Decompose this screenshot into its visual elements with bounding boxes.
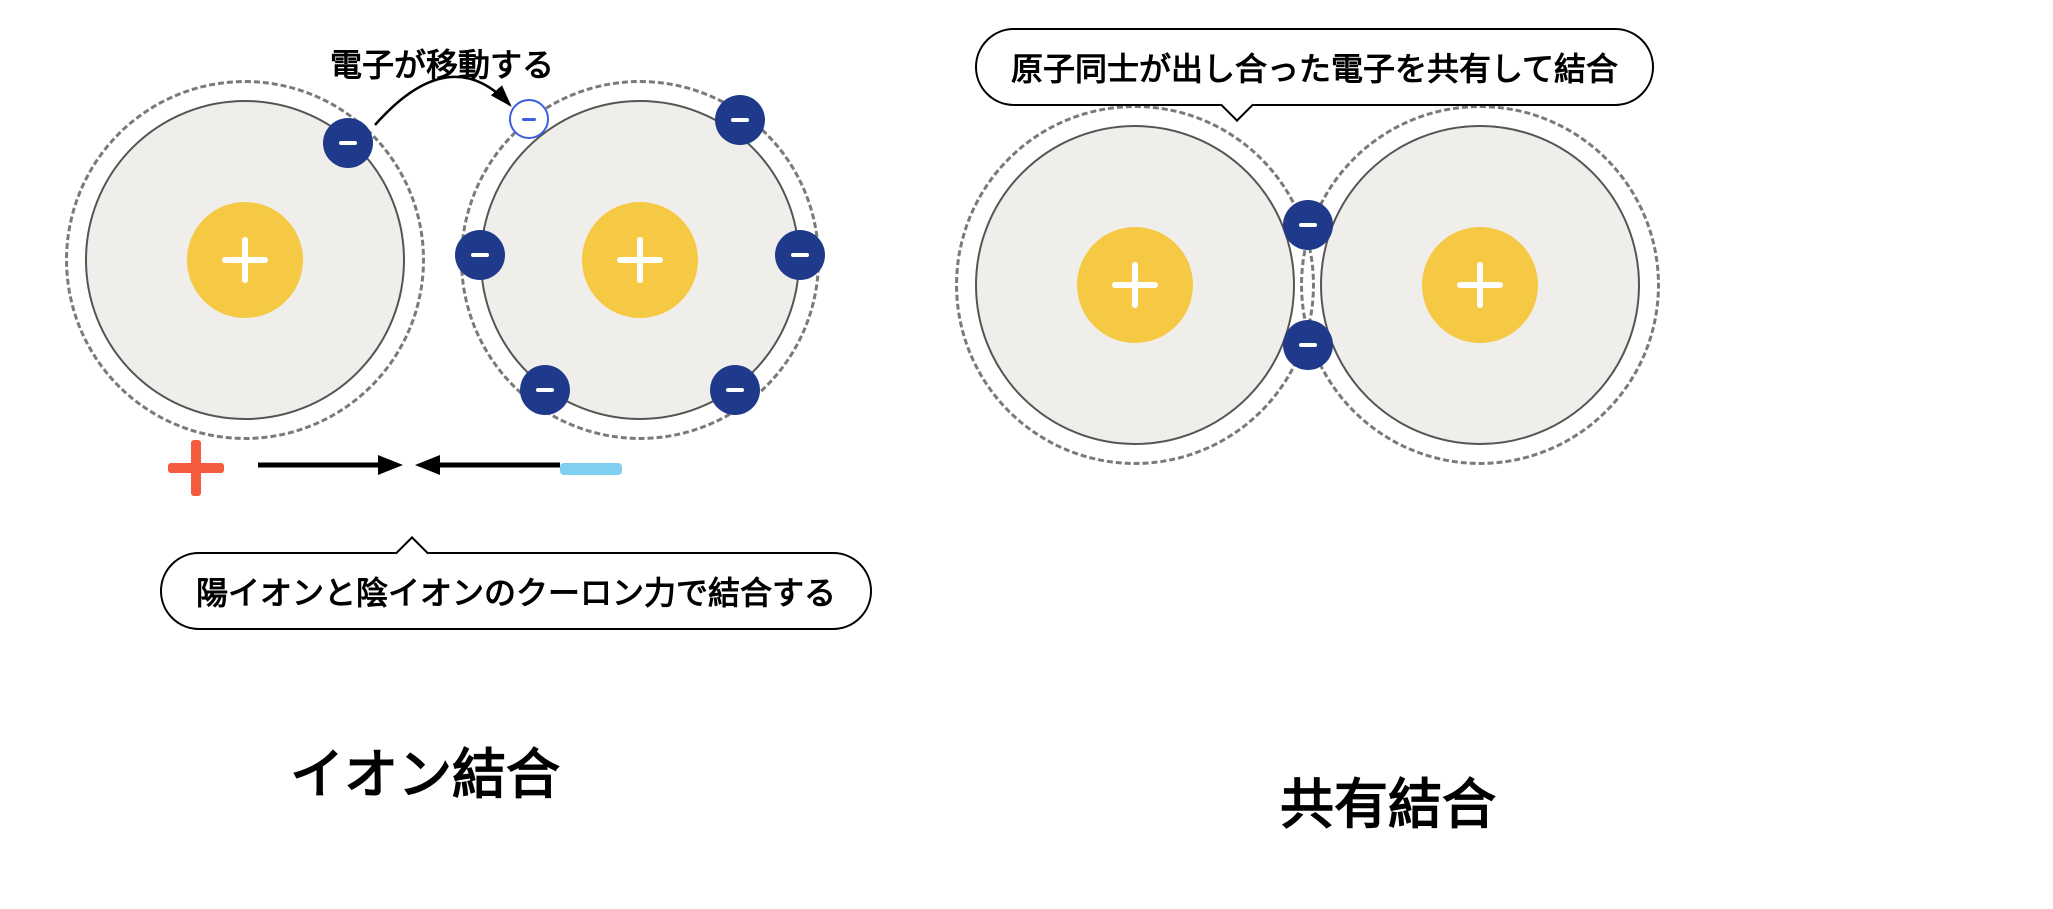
attract-arrow-right: [258, 450, 408, 480]
covalent-shared-electron: [1283, 320, 1333, 370]
ionic-electron: [455, 230, 505, 280]
covalent-title: 共有結合: [1280, 760, 1496, 839]
ionic-title: イオン結合: [290, 730, 560, 809]
covalent-right-nucleus: [1422, 227, 1538, 343]
electron-move-label: 電子が移動する: [330, 40, 554, 86]
ionic-right-nucleus: [582, 202, 698, 318]
covalent-shared-electron: [1283, 200, 1333, 250]
plus-icon: [215, 230, 275, 290]
diagram-stage: 電子が移動する 陽イオンと陰イオンのクーロン力で結合する イオン結合: [0, 0, 2053, 909]
plus-icon: [1105, 255, 1165, 315]
ionic-electron: [775, 230, 825, 280]
attract-arrow-left: [410, 450, 560, 480]
plus-icon: [1450, 255, 1510, 315]
plus-icon: [610, 230, 670, 290]
anion-minus-sign: [560, 462, 622, 476]
ionic-left-nucleus: [187, 202, 303, 318]
covalent-callout-text: 原子同士が出し合った電子を共有して結合: [1011, 51, 1618, 87]
covalent-left-nucleus: [1077, 227, 1193, 343]
ionic-electron: [710, 365, 760, 415]
ionic-callout: 陽イオンと陰イオンのクーロン力で結合する: [160, 552, 872, 630]
covalent-callout: 原子同士が出し合った電子を共有して結合: [975, 28, 1654, 106]
cation-plus-sign: [168, 440, 224, 496]
ionic-electron: [520, 365, 570, 415]
ionic-electron: [715, 95, 765, 145]
ionic-callout-text: 陽イオンと陰イオンのクーロン力で結合する: [196, 575, 836, 611]
